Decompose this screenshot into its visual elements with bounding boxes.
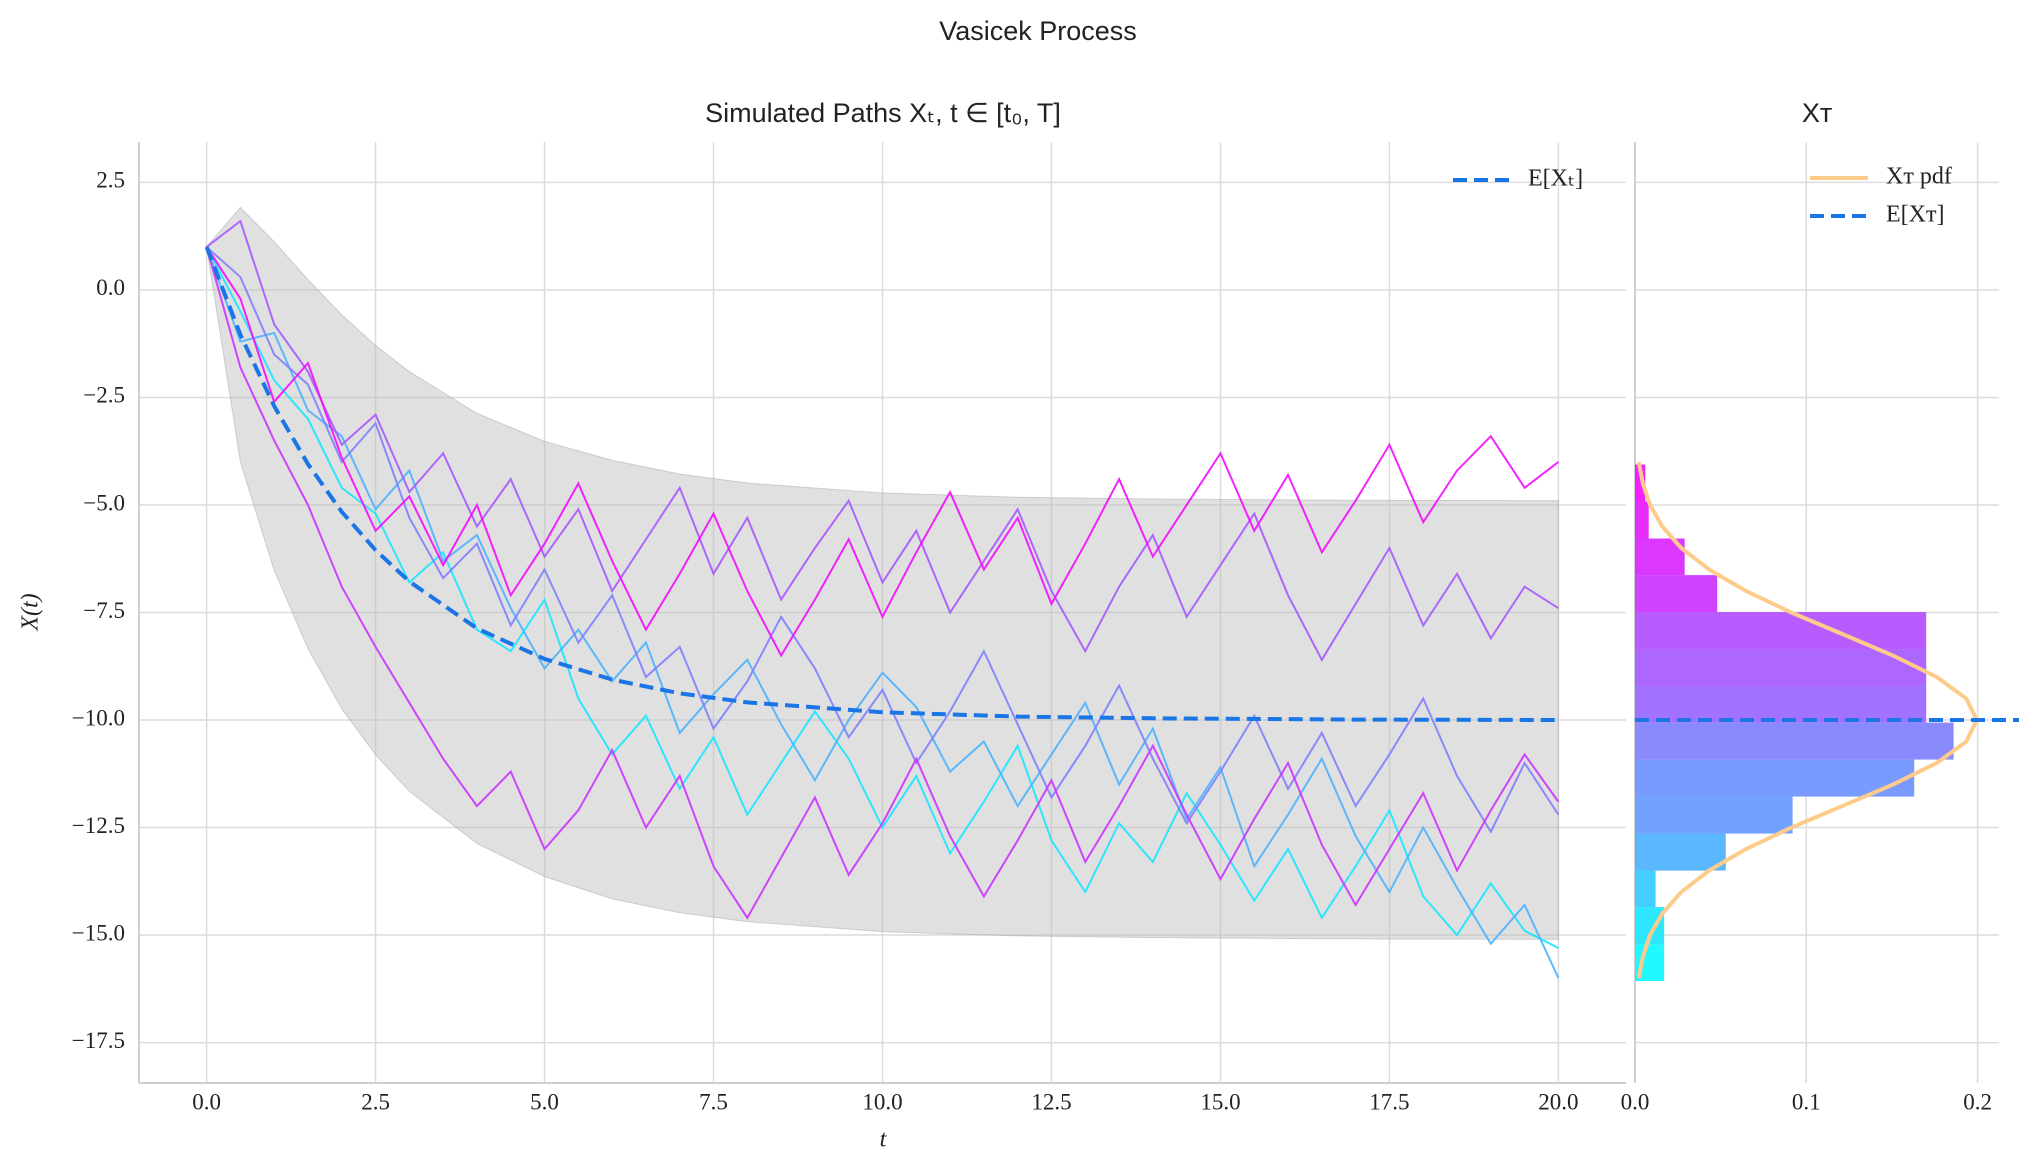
simulated-path [205,246,1560,658]
figure-title: Vasicek Process [939,16,1137,46]
histogram-bar [1635,833,1726,871]
y-tick-label: −15.0 [72,920,125,945]
x-tick-label: 0.0 [192,1089,221,1114]
x-tick-label: 2.5 [361,1089,390,1114]
x-tick-label: 0.1 [1792,1089,1821,1114]
y-tick-label: −17.5 [72,1028,125,1053]
legend-label: E[Xᴛ] [1886,202,1944,228]
histogram-bar [1635,759,1915,797]
x-tick-label: 0.0 [1621,1089,1650,1114]
chart-title: Simulated Paths Xₜ, t ∈ [t₀, T] [705,98,1061,128]
y-tick-label: −12.5 [72,813,125,838]
legend-label: E[Xₜ] [1528,166,1583,192]
x-tick-label: 12.5 [1031,1089,1071,1114]
x-tick-label: 5.0 [530,1089,559,1114]
y-tick-label: 2.5 [96,168,125,193]
histogram-bar [1635,686,1927,723]
simulated-path [205,246,1560,979]
x-tick-label: 0.2 [1963,1089,1992,1114]
y-tick-label: 0.0 [96,275,125,300]
histogram-bar [1635,870,1656,908]
x-tick-label: 7.5 [699,1089,728,1114]
legend-label: Xᴛ pdf [1886,164,1952,190]
x-tick-label: 15.0 [1200,1089,1240,1114]
histogram-bar [1635,649,1927,687]
histogram-bar [1635,796,1793,834]
histogram-bar [1635,722,1954,760]
y-tick-label: −10.0 [72,705,125,730]
simulated-path [205,246,1560,834]
y-axis-label: X(t) [18,593,44,631]
simulated-path [205,246,1560,920]
chart-title: Xᴛ [1802,98,1832,128]
y-tick-label: −5.0 [83,490,125,515]
histogram-bar [1635,575,1718,613]
x-tick-label: 17.5 [1369,1089,1409,1114]
mean-line [204,246,1559,723]
y-tick-label: −7.5 [83,598,125,623]
histogram-bar [1635,464,1646,502]
x-tick-label: 10.0 [862,1089,902,1114]
y-tick-label: −2.5 [83,383,125,408]
x-axis-label: t [880,1127,888,1153]
simulated-path [205,246,1559,949]
histogram-bar [1635,612,1927,650]
confidence-band [206,206,1559,940]
histogram-bar [1635,501,1649,539]
simulated-path [205,219,1559,662]
x-tick-label: 20.0 [1538,1089,1578,1114]
